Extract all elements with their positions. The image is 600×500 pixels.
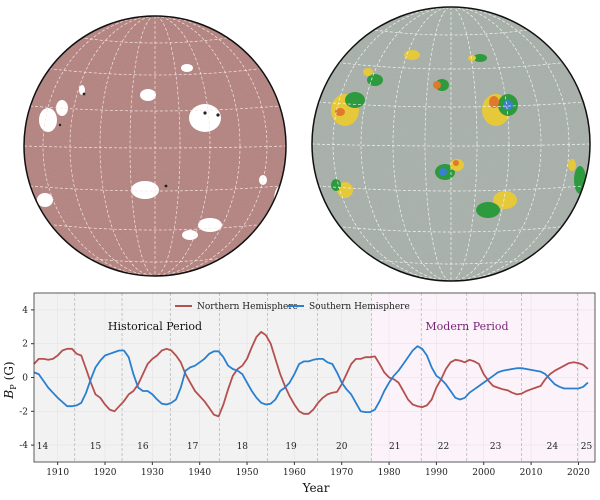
plot-frame: [33, 292, 596, 463]
x-tick-label: 1940: [188, 468, 211, 478]
cycle-number-label: 22: [438, 442, 449, 452]
cycle-number-label: 25: [581, 442, 593, 452]
x-tick-label: 1930: [141, 468, 164, 478]
cycle-number-label: 15: [90, 442, 102, 452]
x-tick-label: 1920: [94, 468, 117, 478]
y-tick-label: 4: [22, 306, 28, 316]
lat-lon-grid: [312, 7, 590, 281]
cycle-number-label: 21: [389, 442, 400, 452]
x-tick-label: 1960: [283, 468, 306, 478]
cycle-number-label: 18: [237, 442, 249, 452]
y-tick-label: -2: [19, 407, 28, 417]
x-tick-label: 1910: [46, 468, 69, 478]
active-region-patches: [331, 50, 586, 218]
y-axis-label: BP(G): [2, 361, 18, 399]
cycle-number-label: 17: [187, 442, 199, 452]
y-tick-label: -4: [19, 441, 28, 451]
legend-south-label: Southern Hemisphere: [309, 302, 410, 312]
x-axis-label: Year: [302, 481, 330, 495]
white-light-disk: [24, 16, 286, 276]
cycle-number-label: 20: [336, 442, 348, 452]
x-tick-label: 1980: [378, 468, 401, 478]
lat-lon-grid: [24, 16, 286, 276]
x-tick-label: 2000: [472, 468, 495, 478]
modern-period-label: Modern Period: [425, 320, 508, 333]
cycle-number-label: 24: [547, 442, 559, 452]
x-tick-label: 2010: [520, 468, 543, 478]
x-tick-label: 1970: [330, 468, 353, 478]
legend: Northern Hemisphere Southern Hemisphere: [175, 302, 410, 312]
x-tick-label: 1950: [236, 468, 259, 478]
faculae-patches: [37, 64, 286, 240]
x-tick-label: 2020: [567, 468, 590, 478]
cycle-number-label: 19: [285, 442, 297, 452]
y-tick-label: 0: [22, 374, 28, 384]
north-hemisphere-line: [33, 331, 589, 418]
cycle-number-label: 23: [490, 442, 502, 452]
legend-north-label: Northern Hemisphere: [197, 302, 298, 312]
solar-disk-images: [23, 6, 591, 282]
y-tick-label: 2: [22, 340, 28, 350]
x-tick-label: 1990: [425, 468, 448, 478]
south-hemisphere-line: [33, 345, 589, 413]
magnetogram-disk: [312, 7, 590, 281]
cycle-number-label: 16: [137, 442, 149, 452]
cycle-number-label: 14: [37, 442, 49, 452]
polar-field-chart: 14 15 16 17 18 19 20 21 22 23 24 25 1910 1920 1930 194…: [2, 292, 596, 495]
historical-period-label: Historical Period: [108, 320, 202, 333]
